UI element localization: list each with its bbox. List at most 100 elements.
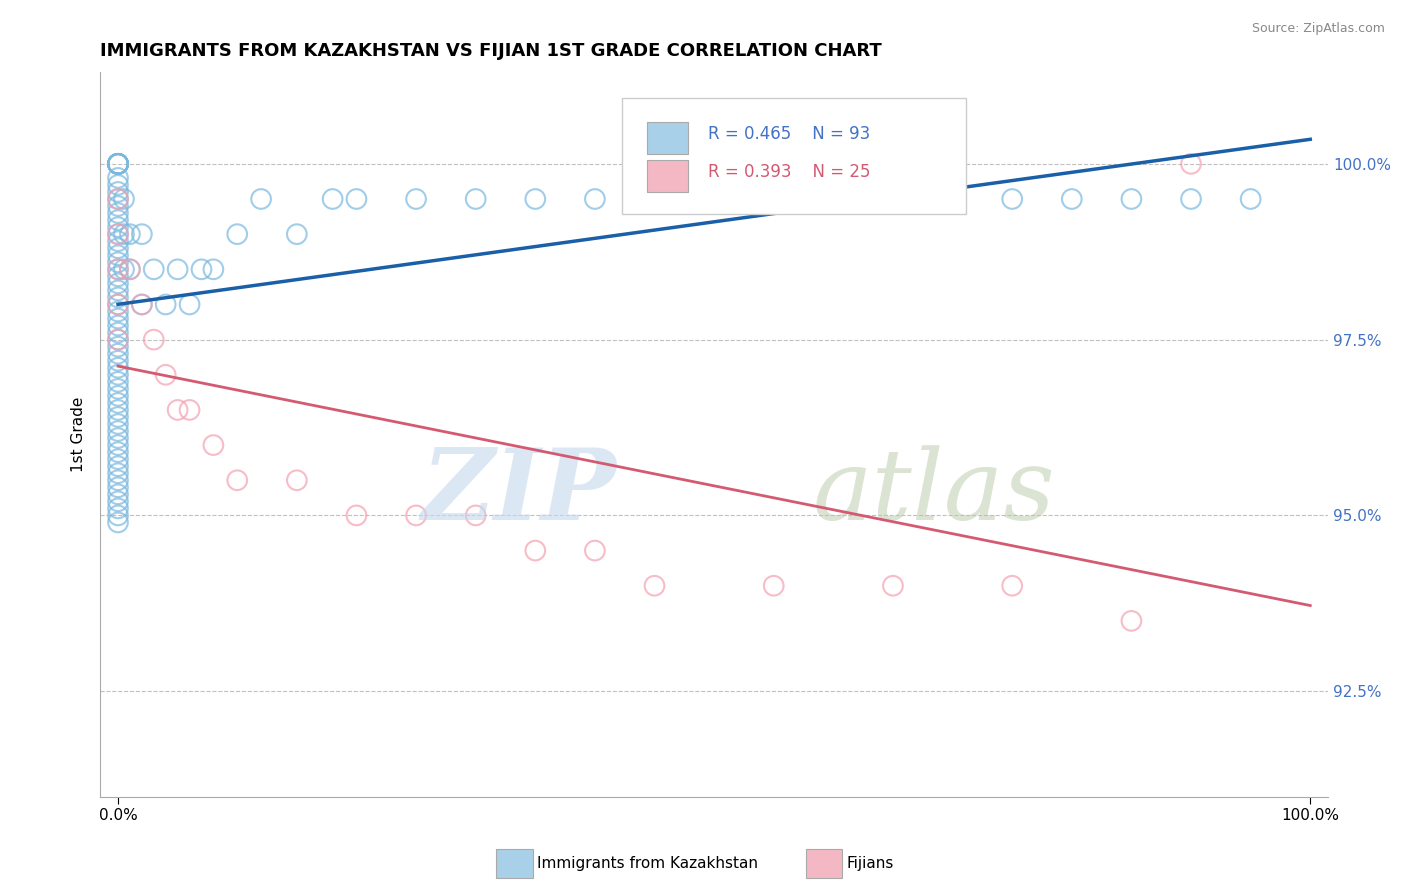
Point bbox=[107, 269, 129, 284]
Point bbox=[107, 241, 129, 255]
FancyBboxPatch shape bbox=[621, 98, 966, 214]
Point bbox=[405, 192, 427, 206]
Point bbox=[703, 192, 725, 206]
FancyBboxPatch shape bbox=[647, 121, 689, 153]
Point bbox=[107, 311, 129, 326]
Point bbox=[107, 213, 129, 227]
Point bbox=[107, 277, 129, 291]
Point bbox=[131, 227, 153, 242]
Point bbox=[107, 326, 129, 340]
Point bbox=[107, 157, 129, 171]
Point bbox=[179, 403, 201, 417]
Point bbox=[107, 508, 129, 523]
Point bbox=[107, 340, 129, 354]
Point bbox=[107, 206, 129, 220]
Point bbox=[1180, 192, 1202, 206]
Text: atlas: atlas bbox=[813, 445, 1054, 541]
Point bbox=[107, 396, 129, 410]
Point bbox=[226, 227, 249, 242]
Point bbox=[107, 424, 129, 438]
Point bbox=[107, 255, 129, 269]
Point bbox=[107, 501, 129, 516]
Point bbox=[942, 192, 965, 206]
Point bbox=[107, 227, 129, 242]
Point bbox=[107, 480, 129, 494]
Point bbox=[118, 262, 141, 277]
Point bbox=[107, 157, 129, 171]
Point bbox=[107, 157, 129, 171]
Point bbox=[131, 297, 153, 311]
Point bbox=[107, 409, 129, 424]
Text: Fijians: Fijians bbox=[846, 856, 894, 871]
Point bbox=[107, 360, 129, 375]
Point bbox=[107, 382, 129, 396]
Point bbox=[107, 333, 129, 347]
Point bbox=[644, 579, 666, 593]
Point bbox=[142, 262, 165, 277]
Point bbox=[107, 487, 129, 501]
Point bbox=[583, 192, 606, 206]
Point bbox=[107, 459, 129, 474]
Point bbox=[464, 508, 486, 523]
Point bbox=[166, 403, 188, 417]
Point bbox=[107, 452, 129, 467]
Point bbox=[190, 262, 212, 277]
Point bbox=[107, 227, 129, 242]
Point bbox=[142, 333, 165, 347]
Point bbox=[107, 431, 129, 445]
Point bbox=[179, 297, 201, 311]
Point bbox=[118, 262, 141, 277]
Point bbox=[1001, 192, 1024, 206]
Point bbox=[112, 262, 135, 277]
Point bbox=[107, 248, 129, 262]
Point bbox=[107, 333, 129, 347]
Point bbox=[405, 508, 427, 523]
Point bbox=[524, 192, 547, 206]
Point bbox=[107, 157, 129, 171]
Point bbox=[107, 353, 129, 368]
Point bbox=[166, 262, 188, 277]
Point bbox=[823, 192, 845, 206]
Point bbox=[346, 192, 368, 206]
Point bbox=[107, 297, 129, 311]
Point bbox=[322, 192, 344, 206]
Point bbox=[107, 375, 129, 389]
Point bbox=[285, 227, 308, 242]
Text: Immigrants from Kazakhstan: Immigrants from Kazakhstan bbox=[537, 856, 758, 871]
Point bbox=[112, 192, 135, 206]
Text: R = 0.393    N = 25: R = 0.393 N = 25 bbox=[709, 163, 870, 181]
Point bbox=[107, 262, 129, 277]
Text: Source: ZipAtlas.com: Source: ZipAtlas.com bbox=[1251, 22, 1385, 36]
Point bbox=[202, 262, 225, 277]
Point bbox=[464, 192, 486, 206]
Point bbox=[107, 467, 129, 481]
Point bbox=[107, 178, 129, 192]
Point bbox=[762, 192, 785, 206]
FancyBboxPatch shape bbox=[647, 160, 689, 192]
Point bbox=[107, 157, 129, 171]
Point bbox=[524, 543, 547, 558]
Point bbox=[1060, 192, 1083, 206]
Point bbox=[107, 445, 129, 459]
Point bbox=[346, 508, 368, 523]
Point bbox=[107, 192, 129, 206]
Point bbox=[107, 192, 129, 206]
Point bbox=[118, 227, 141, 242]
Point bbox=[107, 297, 129, 311]
Point bbox=[107, 157, 129, 171]
Point bbox=[107, 494, 129, 508]
Point bbox=[107, 318, 129, 333]
Point bbox=[882, 192, 904, 206]
Text: R = 0.465    N = 93: R = 0.465 N = 93 bbox=[709, 125, 870, 143]
Point bbox=[882, 579, 904, 593]
Point bbox=[1121, 192, 1143, 206]
Point bbox=[112, 227, 135, 242]
Text: ZIP: ZIP bbox=[420, 444, 616, 541]
Point bbox=[107, 170, 129, 185]
Point bbox=[107, 473, 129, 487]
Point bbox=[285, 473, 308, 487]
Point bbox=[644, 192, 666, 206]
Point bbox=[107, 516, 129, 530]
Point bbox=[107, 234, 129, 248]
Point bbox=[1001, 579, 1024, 593]
